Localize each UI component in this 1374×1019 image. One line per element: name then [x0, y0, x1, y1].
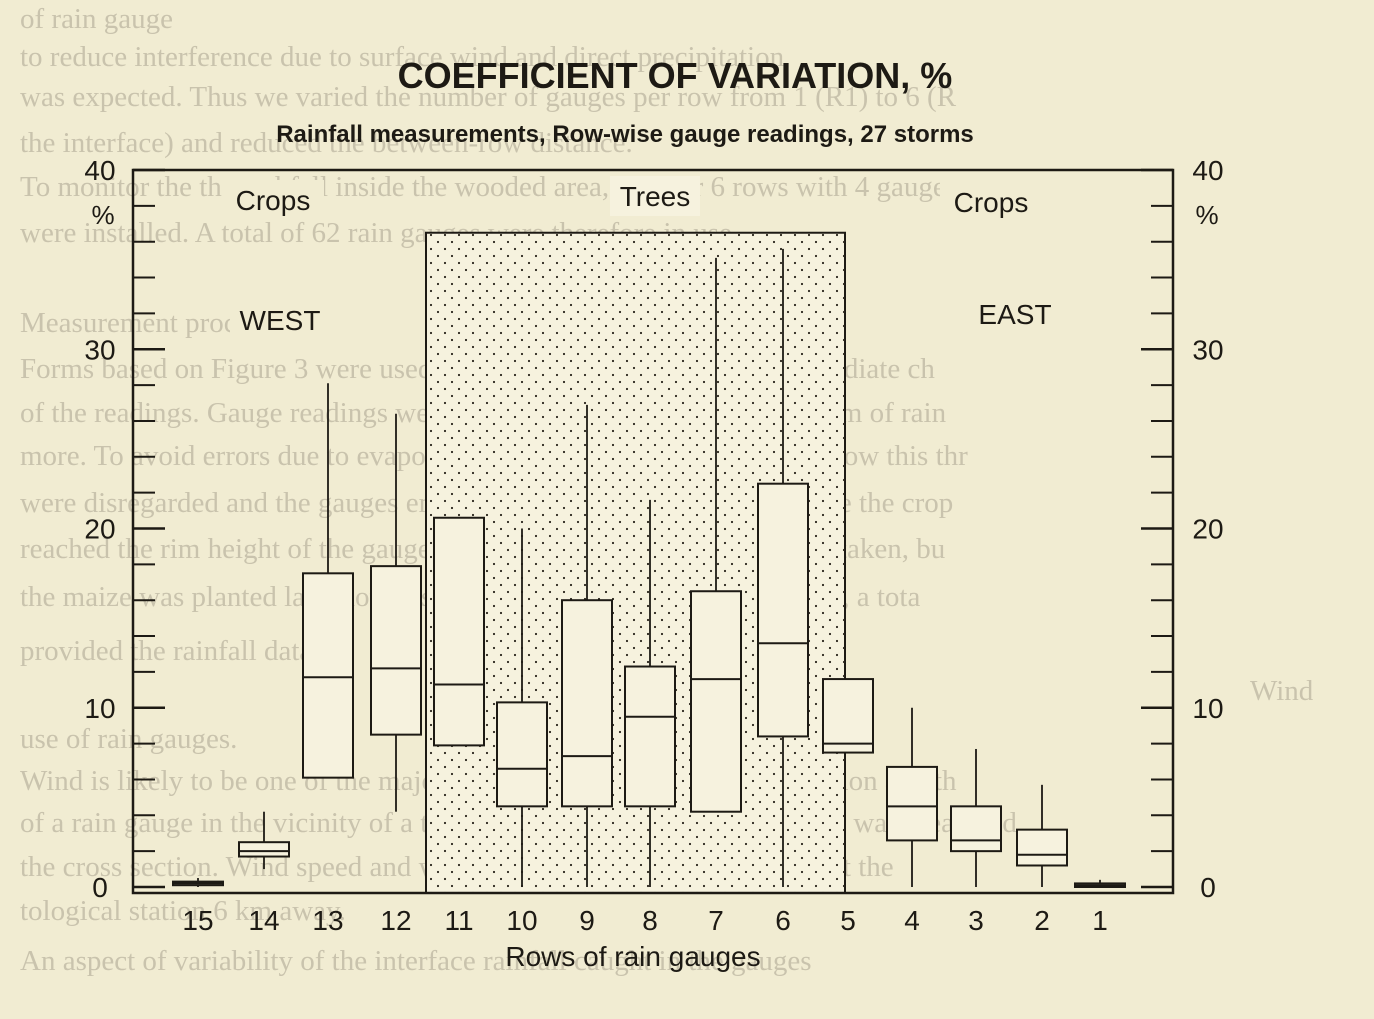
box-iqr — [370, 565, 422, 736]
y-axis-tick-labels: 0 0 10 10 20 20 30 30 40 40 — [84, 155, 1223, 903]
chart-subtitle: Rainfall measurements, Row-wise gauge re… — [276, 121, 974, 148]
box-row-5 — [822, 678, 874, 754]
box-iqr — [1016, 828, 1068, 867]
box-row-6 — [757, 248, 809, 887]
bleed-line: the interface) and reduced the between-r… — [20, 127, 633, 159]
y-unit-left: % — [91, 200, 114, 230]
box-row-13 — [302, 383, 354, 779]
region-label-crops-east: Crops — [954, 187, 1029, 218]
box-iqr — [433, 516, 485, 747]
x-tick-label: 11 — [444, 905, 473, 936]
x-tick-label: 1 — [1092, 905, 1108, 936]
x-tick-label: 7 — [708, 905, 724, 936]
box-iqr — [624, 665, 676, 808]
box-row-10 — [496, 528, 548, 887]
chart-title: COEFFICIENT OF VARIATION, % — [398, 55, 953, 96]
box-iqr — [886, 765, 938, 842]
x-tick-label: 4 — [904, 905, 920, 936]
bleed-line: to reduce interference due to surface wi… — [20, 41, 785, 73]
box-iqr — [950, 805, 1002, 853]
plot-frame — [131, 168, 1175, 895]
label-mask-trees — [610, 176, 700, 216]
box-row-9 — [561, 404, 613, 887]
box-row-4 — [886, 707, 938, 887]
x-tick-label: 5 — [840, 905, 856, 936]
region-label-west: WEST — [240, 305, 321, 336]
region-label-east: EAST — [978, 299, 1051, 330]
label-mask-west — [230, 300, 330, 340]
y-axis-ticks — [133, 168, 1173, 889]
bleed-line: An aspect of variability of the interfac… — [20, 945, 812, 977]
y-tick-label-left: 30 — [84, 334, 115, 365]
box-iqr — [302, 572, 354, 779]
label-mask-east — [968, 294, 1062, 334]
box-row-12 — [370, 413, 422, 812]
x-tick-label: 8 — [642, 905, 658, 936]
bleed-line: was expected. Thus we varied the number … — [20, 81, 957, 113]
x-tick-label: 15 — [182, 905, 213, 936]
bleed-line: Wind — [1250, 675, 1314, 707]
x-axis-tick-labels: 15 14 13 12 11 10 9 8 7 6 5 4 3 2 1 — [182, 905, 1107, 936]
box-row-11 — [433, 516, 485, 747]
bleed-line: tological station 6 km away. — [20, 895, 346, 927]
y-tick-label-left: 0 — [92, 872, 108, 903]
bleed-line: of rain gauge — [20, 3, 173, 35]
box-iqr — [496, 701, 548, 808]
y-unit-right: % — [1195, 200, 1218, 230]
box-iqr — [757, 482, 809, 738]
bleed-line: use of rain gauges. — [20, 723, 237, 755]
box-iqr — [822, 678, 874, 754]
x-tick-label: 2 — [1034, 905, 1050, 936]
box-row-1 — [1074, 879, 1126, 888]
box-row-8 — [624, 499, 676, 887]
bleed-line: provided the rainfall data. — [20, 635, 320, 667]
y-tick-label-left: 40 — [84, 155, 115, 186]
box-row-15 — [172, 878, 224, 887]
y-tick-label-left: 20 — [84, 514, 115, 545]
y-tick-label-right: 0 — [1200, 872, 1216, 903]
region-label-trees: Trees — [620, 181, 691, 212]
x-tick-label: 12 — [380, 905, 411, 936]
x-tick-label: 6 — [775, 905, 791, 936]
box-iqr — [238, 841, 290, 858]
box-row-14 — [238, 811, 290, 870]
y-tick-label-right: 40 — [1192, 155, 1223, 186]
label-mask-crops-east — [940, 182, 1042, 222]
y-tick-label-right: 20 — [1192, 514, 1223, 545]
y-tick-label-right: 10 — [1192, 693, 1223, 724]
y-tick-label-left: 10 — [84, 693, 115, 724]
x-tick-label: 10 — [506, 905, 537, 936]
x-tick-label: 3 — [968, 905, 984, 936]
x-tick-label: 13 — [312, 905, 343, 936]
box-row-3 — [950, 748, 1002, 887]
box-series — [172, 248, 1126, 888]
label-mask-crops-west — [222, 180, 324, 220]
x-tick-label: 9 — [579, 905, 595, 936]
x-tick-label: 14 — [248, 905, 279, 936]
y-tick-label-right: 30 — [1192, 334, 1223, 365]
region-label-crops-west: Crops — [236, 185, 311, 216]
box-row-2 — [1016, 784, 1068, 887]
box-iqr — [561, 599, 613, 808]
box-row-7 — [690, 257, 742, 813]
x-axis-label: Rows of rain gauges — [505, 941, 760, 972]
box-iqr — [690, 590, 742, 813]
bleed-line: To monitor the throughfall inside the wo… — [20, 171, 946, 203]
